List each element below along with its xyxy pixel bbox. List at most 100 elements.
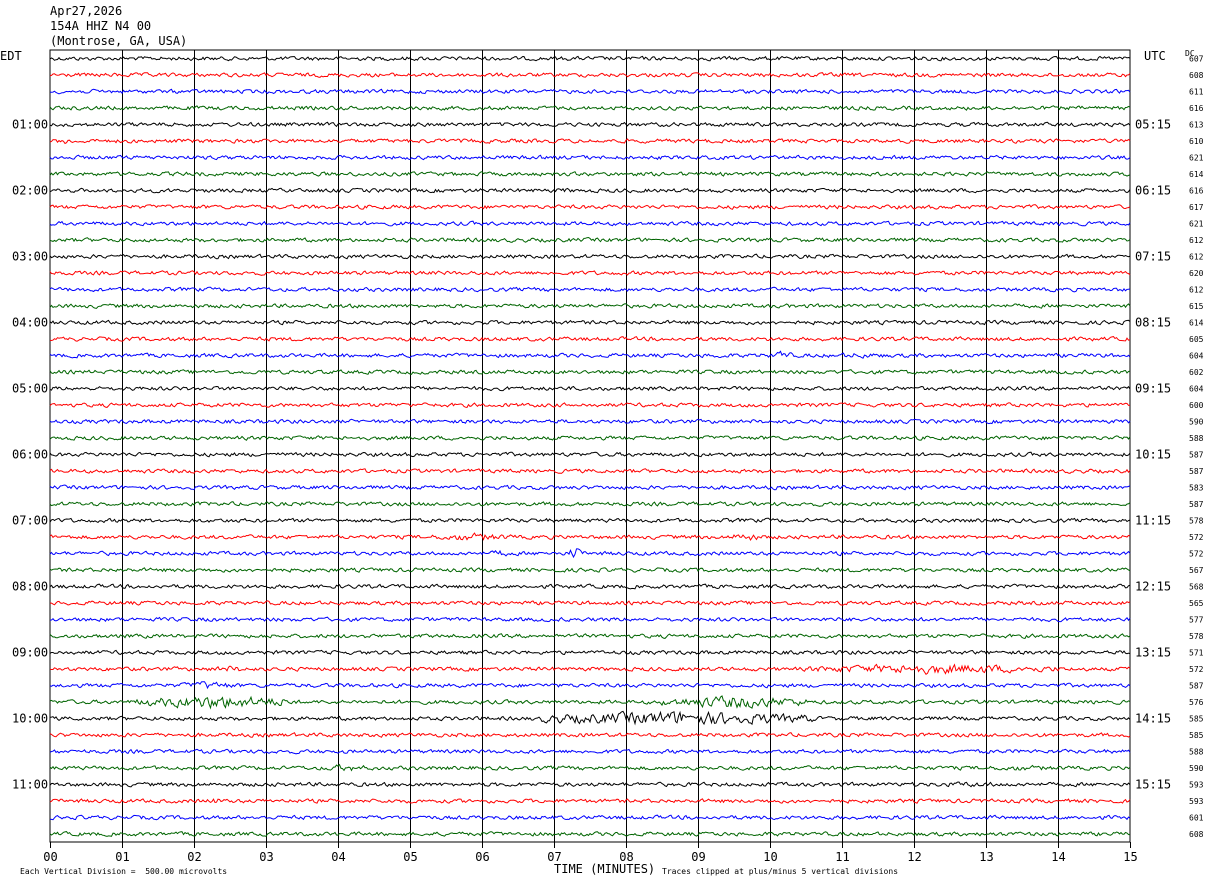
trace-row xyxy=(49,236,1131,243)
dc-value: 608 xyxy=(1189,71,1204,80)
left-hour-label: 10:00 xyxy=(12,712,48,726)
trace-row xyxy=(49,748,1131,755)
trace-row xyxy=(49,319,1131,326)
dc-value: 610 xyxy=(1189,137,1204,146)
dc-value: 600 xyxy=(1189,401,1204,410)
trace-row xyxy=(49,286,1131,293)
dc-value: 587 xyxy=(1189,467,1204,476)
dc-value: 616 xyxy=(1189,187,1204,196)
trace-row xyxy=(49,369,1131,375)
dc-value: 587 xyxy=(1189,500,1204,509)
trace-row xyxy=(49,695,1131,710)
right-hour-label: 05:15 xyxy=(1135,118,1171,132)
trace-row xyxy=(49,204,1131,210)
x-tick-label: 12 xyxy=(907,850,921,864)
trace-row xyxy=(49,270,1131,276)
location-label: (Montrose, GA, USA) xyxy=(50,34,188,48)
plot-frame xyxy=(49,49,1131,843)
trace-row xyxy=(49,532,1131,542)
clip-note: Traces clipped at plus/minus 5 vertical … xyxy=(662,867,899,876)
x-tick-label: 00 xyxy=(43,850,57,864)
dc-value: 577 xyxy=(1189,616,1204,625)
dc-value: 601 xyxy=(1189,814,1204,823)
trace-row xyxy=(49,187,1131,194)
dc-value: 602 xyxy=(1189,368,1204,377)
left-hour-label: 04:00 xyxy=(12,316,48,330)
dc-value: 614 xyxy=(1189,319,1204,328)
x-tick-label: 11 xyxy=(835,850,849,864)
dc-value: 615 xyxy=(1189,302,1204,311)
trace-row xyxy=(49,105,1131,111)
x-tick-label: 09 xyxy=(691,850,705,864)
trace-row xyxy=(49,567,1131,573)
trace-row xyxy=(49,484,1131,491)
trace-row xyxy=(49,402,1131,408)
trace-row xyxy=(49,336,1131,342)
trace-row xyxy=(49,435,1131,441)
right-hour-label: 11:15 xyxy=(1135,514,1171,528)
trace-row xyxy=(49,633,1131,639)
trace-row xyxy=(49,385,1131,392)
left-hour-label: 06:00 xyxy=(12,448,48,462)
dc-value: 578 xyxy=(1189,632,1204,641)
right-hour-label: 09:15 xyxy=(1135,382,1171,396)
trace-row xyxy=(49,451,1131,458)
right-hour-label: 12:15 xyxy=(1135,580,1171,594)
left-hour-label: 03:00 xyxy=(12,250,48,264)
division-note: Each Vertical Division = 500.00 microvol… xyxy=(20,867,228,876)
dc-value: 614 xyxy=(1189,170,1204,179)
dc-value: 588 xyxy=(1189,748,1204,757)
dc-value: 571 xyxy=(1189,649,1204,658)
dc-value: 612 xyxy=(1189,236,1204,245)
dc-value: 567 xyxy=(1189,566,1204,575)
trace-row xyxy=(49,138,1131,145)
dc-value: 608 xyxy=(1189,830,1204,839)
dc-value: 621 xyxy=(1189,154,1204,163)
date-label: Apr27,2026 xyxy=(50,4,123,18)
trace-row xyxy=(49,88,1131,95)
left-hour-label: 09:00 xyxy=(12,646,48,660)
dc-value: 607 xyxy=(1189,55,1204,64)
dc-value: 590 xyxy=(1189,764,1204,773)
dc-value: 572 xyxy=(1189,665,1204,674)
trace-row xyxy=(50,600,1131,606)
dc-value: 578 xyxy=(1189,517,1204,526)
right-hour-label: 14:15 xyxy=(1135,712,1171,726)
right-hour-label: 06:15 xyxy=(1135,184,1171,198)
dc-value: 621 xyxy=(1189,220,1204,229)
trace-row xyxy=(49,663,1131,675)
trace-row xyxy=(49,681,1131,690)
left-hour-label: 08:00 xyxy=(12,580,48,594)
dc-value: 620 xyxy=(1189,269,1204,278)
x-tick-label: 08 xyxy=(619,850,633,864)
dc-value: 588 xyxy=(1189,434,1204,443)
right-hour-label: 15:15 xyxy=(1135,778,1171,792)
dc-value: 565 xyxy=(1189,599,1204,608)
dc-header-label: DC xyxy=(1185,49,1195,58)
trace-row xyxy=(49,732,1131,738)
trace-row xyxy=(49,616,1131,623)
trace-row xyxy=(49,583,1131,590)
x-tick-label: 07 xyxy=(547,850,561,864)
dc-value: 585 xyxy=(1189,715,1204,724)
right-hour-label: 07:15 xyxy=(1135,250,1171,264)
trace-row xyxy=(49,55,1131,62)
dc-value: 587 xyxy=(1189,682,1204,691)
x-tick-label: 13 xyxy=(979,850,993,864)
right-hour-label: 10:15 xyxy=(1135,448,1171,462)
dc-value: 612 xyxy=(1189,286,1204,295)
x-axis-label: TIME (MINUTES) xyxy=(554,862,656,876)
dc-value: 568 xyxy=(1189,583,1204,592)
station-label: 154A HHZ N4 00 xyxy=(50,19,152,33)
trace-row xyxy=(49,814,1131,821)
trace-row xyxy=(49,72,1131,78)
trace-row xyxy=(49,798,1131,804)
x-tick-label: 15 xyxy=(1123,850,1137,864)
dc-value: 593 xyxy=(1189,797,1204,806)
dc-value: 616 xyxy=(1189,104,1204,113)
trace-row xyxy=(49,171,1131,177)
trace-row xyxy=(49,763,1131,772)
x-tick-label: 10 xyxy=(763,850,777,864)
trace-row xyxy=(49,831,1131,837)
dc-value: 612 xyxy=(1189,253,1204,262)
